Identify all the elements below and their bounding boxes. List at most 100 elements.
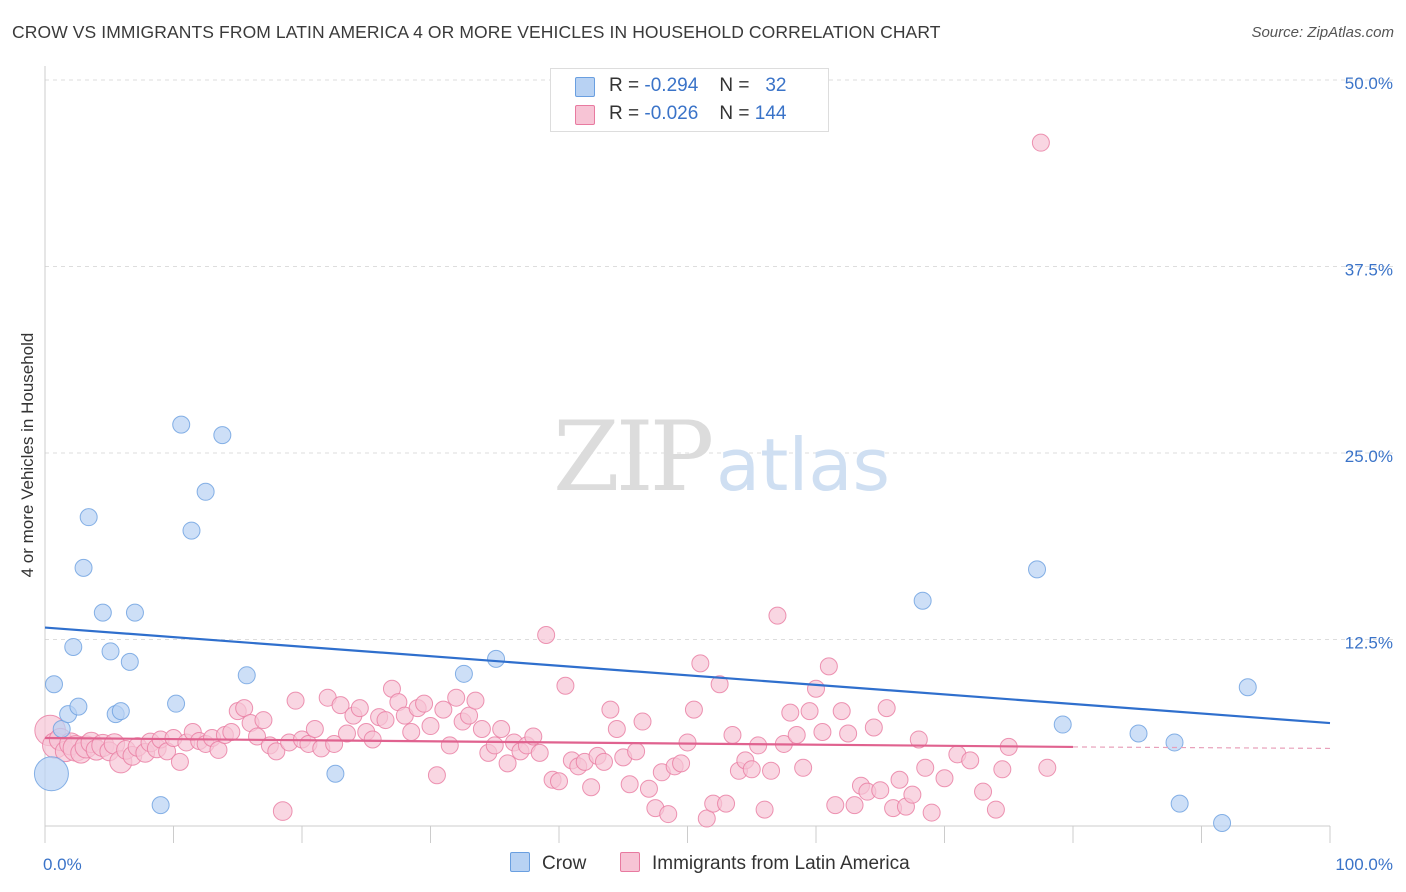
immigrants-point [749,736,768,755]
y-tick-label: 25.0% [1345,447,1393,466]
immigrants-point [440,736,459,755]
immigrants-point [845,796,864,815]
legend-n-value: 144 [754,103,787,124]
immigrants-point [974,782,993,801]
crow-point [1238,678,1257,697]
immigrants-point [935,769,954,788]
immigrants-point [376,711,395,730]
immigrants-point [607,720,626,739]
immigrants-point [877,699,896,718]
legend-n-label: N = [719,75,750,96]
crow-point [913,591,932,610]
immigrants-point [800,702,819,721]
crow-point [487,649,506,668]
immigrants-point [498,754,517,773]
axes [44,66,1331,843]
y-tick-label: 12.5% [1345,634,1393,653]
bottom-legend-immigrants: Immigrants from Latin America [620,852,910,876]
tick-labels: 12.5% 25.0% 37.5% 50.0% 0.0% 100.0% [43,74,1393,874]
crow-point [64,637,83,656]
immigrants-point [890,770,909,789]
crow-point [1129,724,1148,743]
legend-r-label: R = [609,103,640,124]
correlation-legend: R = -0.294 N = 32 R = -0.026 N = 144 [550,68,829,132]
immigrants-point [235,699,254,718]
immigrants-point [755,800,774,819]
immigrants-trend-extension [1072,746,1331,750]
crow-trend-line [44,626,1331,725]
crow-point [1213,814,1232,833]
immigrants-point [627,742,646,761]
immigrants-point [363,730,382,749]
immigrants-point [697,809,716,828]
immigrants-point [794,758,813,777]
immigrants-point [305,720,324,739]
crow-point [79,508,98,527]
crow-point [33,756,69,792]
immigrants-point [691,654,710,673]
immigrants-point [1038,758,1057,777]
immigrants-point [717,794,736,813]
immigrants-point [492,720,511,739]
immigrants-point [986,800,1005,819]
series-crow-points [33,415,1257,833]
crow-point [213,426,232,445]
bottom-legend-swatch-crow [510,852,530,872]
crow-point [1028,560,1047,579]
immigrants-point [594,752,613,771]
crow-point [1165,733,1184,752]
bottom-legend-swatch-immigrants [620,852,640,872]
immigrants-point [530,743,549,762]
watermark-zip: ZIP [553,401,712,513]
immigrants-point [1031,133,1050,152]
crow-point [151,796,170,815]
immigrants-point [331,696,350,715]
legend-n-label: N = [719,103,750,124]
crow-point [93,603,112,622]
crow-point [111,702,130,721]
immigrants-trend-line [44,736,1074,749]
immigrants-point [350,699,369,718]
immigrants-point [427,766,446,785]
immigrants-point [537,626,556,645]
immigrants-point [768,606,787,625]
crow-point [101,642,120,661]
watermark-atlas: atlas [716,423,890,507]
immigrants-point [524,727,543,746]
immigrants-point [472,720,491,739]
legend-swatch-immigrants [575,105,595,125]
crow-point [172,415,191,434]
immigrants-point [909,730,928,749]
immigrants-point [710,675,729,694]
immigrants-point [916,758,935,777]
watermark: ZIP atlas [553,401,890,513]
immigrants-point [447,688,466,707]
crow-point [1053,715,1072,734]
immigrants-point [832,702,851,721]
bottom-legend-crow: Crow [510,852,586,876]
immigrants-point [961,751,980,770]
immigrants-point [254,711,273,730]
crow-point [454,664,473,683]
y-tick-label: 50.0% [1345,74,1393,93]
immigrants-point [903,785,922,804]
immigrants-point [466,691,485,710]
immigrants-point [633,712,652,731]
legend-n-value: 32 [765,75,787,96]
immigrants-point [550,772,568,791]
immigrants-point [826,796,845,815]
crow-point [120,652,139,671]
immigrants-point [639,779,658,798]
x-tick-label: 100.0% [1335,855,1393,874]
immigrants-point [723,725,742,744]
immigrants-point [402,723,421,742]
immigrants-point [672,754,691,773]
legend-r-value: -0.026 [644,103,699,124]
immigrants-point [807,679,825,698]
immigrants-point [434,700,453,719]
legend-r-value: -0.294 [644,75,699,96]
crow-point [182,521,201,540]
immigrants-point [556,676,575,695]
immigrants-point [742,760,761,779]
